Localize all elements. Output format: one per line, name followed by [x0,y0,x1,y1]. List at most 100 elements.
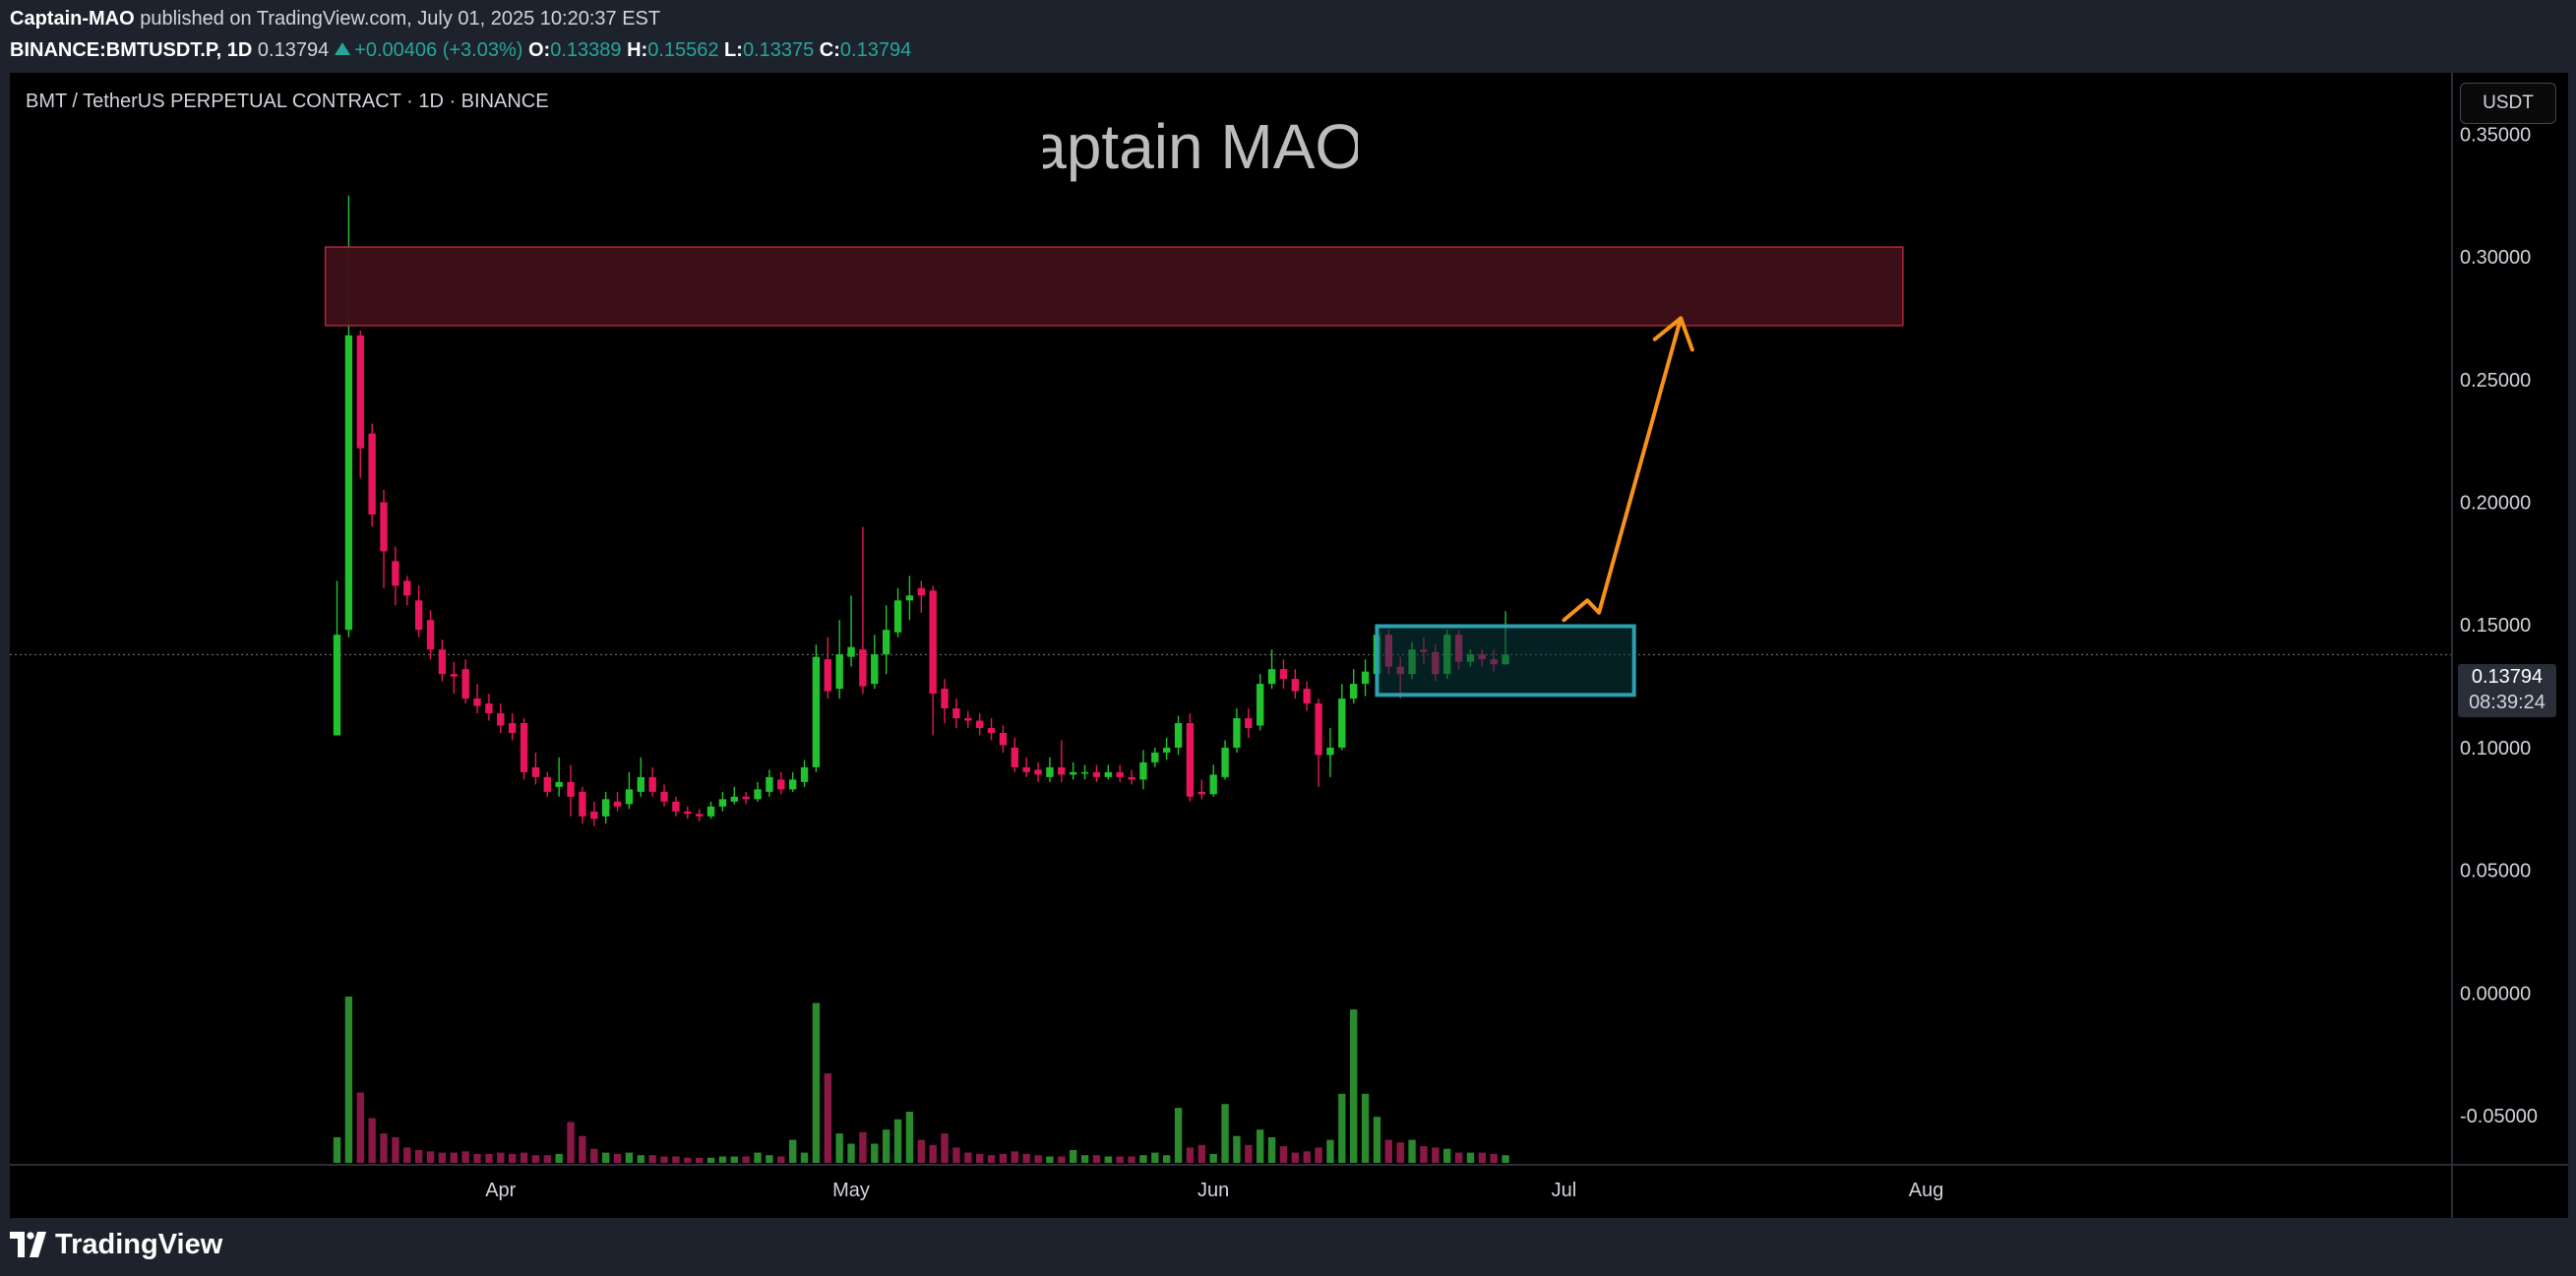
high-label: H: [627,39,648,61]
volume-bar [766,1155,773,1163]
candle-body [1092,771,1101,777]
candle-body [929,590,937,695]
candle-body [1279,669,1288,680]
candle-body [333,635,341,736]
volume-bar [1478,1152,1487,1163]
candle-body [684,811,692,815]
volume-bar [1022,1153,1030,1163]
volume-bar [1338,1093,1346,1163]
candle-body [1361,671,1370,685]
volume-bar [1186,1147,1195,1163]
volume-bar [835,1133,843,1163]
volume-bar [601,1152,610,1163]
volume-bar [1303,1151,1311,1163]
volume-bar [344,997,353,1163]
y-tick-label: 0.05000 [2460,861,2531,882]
candle-body [1267,669,1276,685]
last-price-tag: 0.13794 08:39:24 [2458,664,2556,717]
candle-body [1069,771,1077,775]
volume-bar [438,1152,447,1163]
volume-bar [1384,1139,1393,1163]
candle-body [648,776,656,792]
volume-bar [871,1143,879,1163]
volume-bar [964,1152,972,1163]
volume-bar [1058,1156,1066,1163]
candle-body [555,781,563,787]
candle-body [1209,774,1217,795]
candle-body [905,595,914,601]
candle-body [800,766,809,782]
volume-bar [1046,1156,1054,1163]
candle-body [1233,718,1241,748]
volume-bar [975,1153,984,1163]
candle-body [426,620,435,650]
volume-bar [1163,1155,1171,1163]
volume-bar [987,1155,996,1163]
volume-bar [426,1151,435,1163]
candle-body [859,649,867,687]
last-price: 0.13794 [257,39,330,61]
volume-bar [497,1152,505,1163]
high-value: 0.15562 [647,39,719,61]
candle-body [485,703,493,714]
x-tick-label: Apr [485,1180,516,1201]
volume-bar [1361,1093,1370,1163]
volume-bar [613,1153,622,1163]
price-chart[interactable]: 0.35000 0.30000 0.25000 0.20000 0.15000 0.100… [10,73,2568,1218]
volume-bar [1350,1009,1358,1163]
candle-body [824,659,831,692]
candle-body [579,791,586,817]
volume-bar [1245,1144,1253,1163]
author-name[interactable]: Captain-MAO [10,8,135,30]
tradingview-logo-icon[interactable] [10,1232,49,1257]
volume-bar [1233,1135,1241,1163]
volume-bar [800,1152,809,1163]
open-value: 0.13389 [550,39,622,61]
publish-info: Captain-MAO published on TradingView.com… [10,8,660,30]
resistance-zone [324,246,1904,327]
volume-bar [754,1152,762,1163]
volume-bars [333,997,1509,1163]
tradingview-brand[interactable]: TradingView [55,1229,223,1260]
candle-body [766,776,773,792]
candle-body [1046,766,1054,777]
candle-body [1338,699,1346,748]
volume-bar [1279,1146,1288,1163]
candle-body [1186,723,1195,797]
candle-body [718,799,727,807]
volume-bar [695,1157,704,1163]
volume-bar [1396,1142,1404,1163]
candle-body [1034,769,1042,775]
volume-bar [742,1156,750,1163]
y-tick-label: 0.10000 [2460,738,2531,760]
symbol-label: BINANCE:BMTUSDT.P, 1D [10,39,253,61]
volume-bar [952,1147,960,1163]
annotation-zones [324,246,1904,698]
volume-bar [1092,1155,1101,1163]
volume-bar [403,1147,411,1163]
volume-bar [1443,1148,1451,1163]
candle-body [1245,718,1253,728]
volume-bar [1315,1147,1322,1163]
candle-body [788,779,797,790]
volume-bar [520,1152,528,1163]
volume-bar [1466,1152,1475,1163]
volume-bar [812,1003,821,1163]
volume-bar [824,1073,831,1163]
candle-body [871,654,879,685]
currency-button[interactable]: USDT [2460,83,2556,124]
volume-bar [543,1155,551,1163]
volume-bar [941,1133,949,1163]
volume-bar [859,1131,867,1163]
candle-body [1139,761,1147,780]
volume-bar [333,1137,341,1163]
candle-body [987,728,996,733]
candle-body [590,811,598,820]
candle-body [414,600,423,631]
candle-body [742,796,750,800]
volume-bar [1069,1150,1077,1163]
volume-bar [1291,1152,1299,1163]
y-tick-label: 0.25000 [2460,370,2531,392]
y-tick-label: 0.15000 [2460,615,2531,637]
y-tick-label: -0.05000 [2460,1106,2538,1127]
